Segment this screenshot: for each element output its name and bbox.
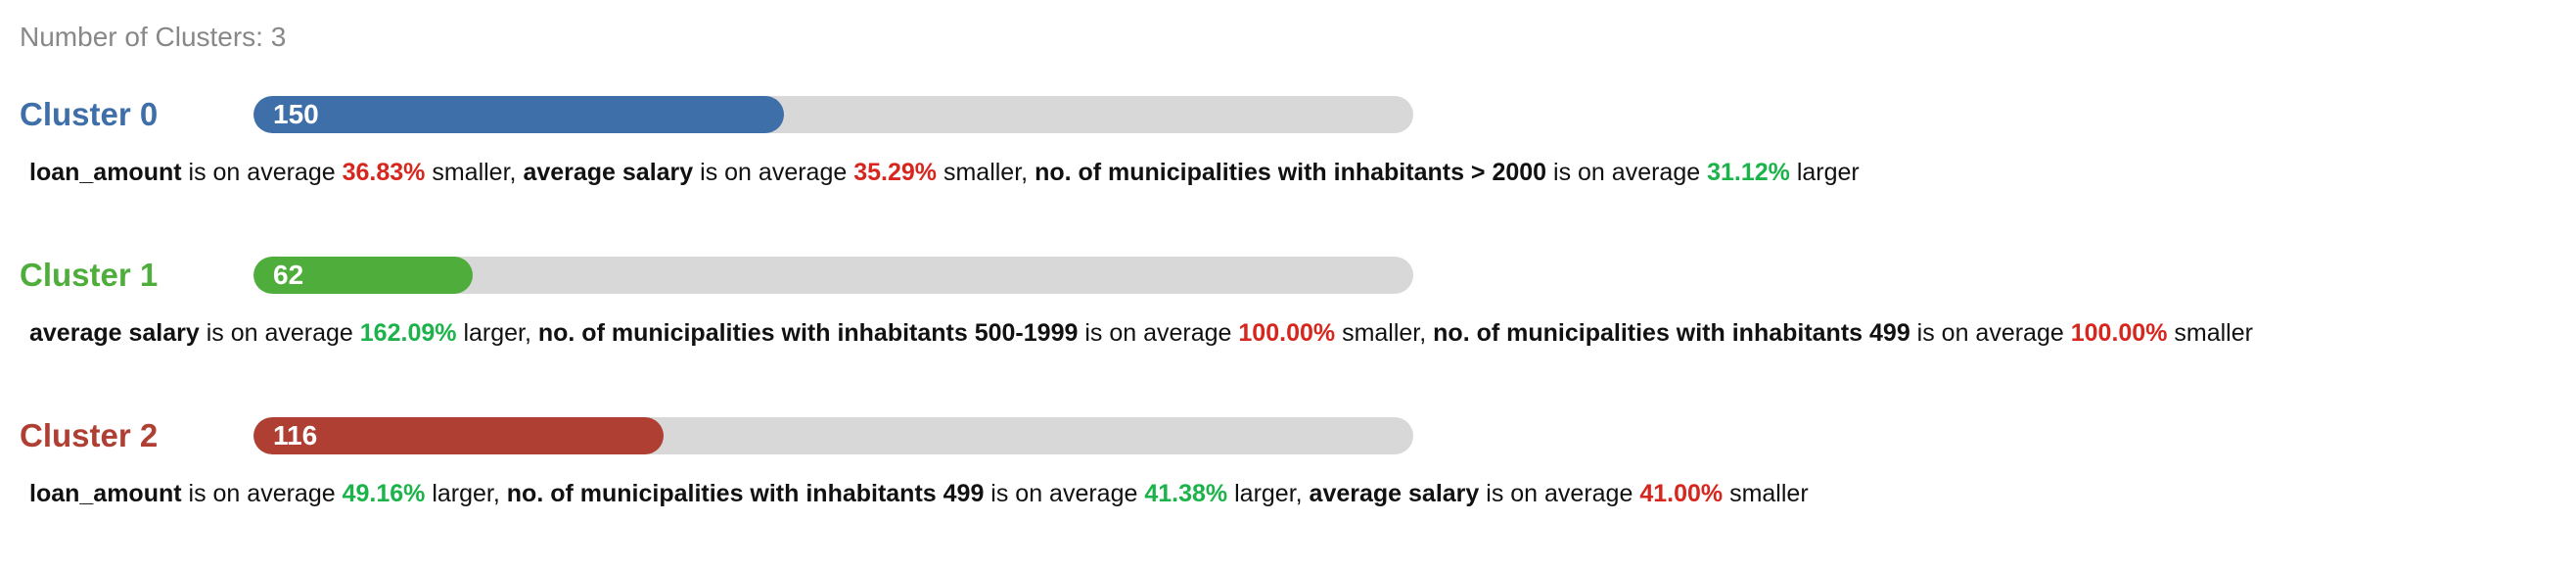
feature-name: loan_amount: [29, 159, 182, 186]
feature-direction: smaller,: [432, 159, 517, 186]
cluster-name: Cluster 2: [20, 417, 159, 453]
cluster-description: loan_amount is on average 49.16% larger,…: [29, 477, 1809, 510]
cluster-name: Cluster 1: [20, 257, 159, 293]
bar: 62: [253, 257, 473, 294]
cluster-count-header: Number of Clusters: 3: [20, 22, 287, 52]
feature-name: no. of municipalities with inhabitants 4…: [506, 480, 985, 507]
feature-direction: larger,: [1234, 480, 1303, 507]
feature-text: is on average: [1486, 480, 1633, 507]
feature-name: average salary: [29, 319, 200, 347]
feature-text: is on average: [188, 480, 336, 507]
feature-direction: smaller,: [1342, 319, 1427, 347]
feature-name: average salary: [523, 159, 694, 186]
bar-label: 116: [273, 420, 318, 451]
feature-name: loan_amount: [29, 480, 182, 507]
feature-name: no. of municipalities with inhabitants >…: [1035, 159, 1547, 186]
feature-text: is on average: [1084, 319, 1232, 347]
feature-name: no. of municipalities with inhabitants 5…: [537, 319, 1079, 347]
feature-percent: 162.09%: [359, 319, 457, 347]
bar: 150: [253, 96, 784, 133]
feature-direction: smaller: [2174, 319, 2253, 347]
bar-label: 150: [273, 99, 319, 129]
bar-track: 62: [253, 257, 1413, 294]
feature-text: is on average: [1553, 159, 1701, 186]
bar-track: 116: [253, 417, 1413, 454]
feature-text: is on average: [700, 159, 848, 186]
feature-text: is on average: [206, 319, 353, 347]
cluster-description: loan_amount is on average 36.83% smaller…: [29, 156, 1860, 189]
feature-percent: 31.12%: [1707, 159, 1790, 186]
feature-direction: larger,: [463, 319, 531, 347]
feature-percent: 100.00%: [2070, 319, 2168, 347]
feature-percent: 36.83%: [342, 159, 426, 186]
cluster-name: Cluster 0: [20, 96, 159, 132]
feature-percent: 35.29%: [853, 159, 938, 186]
cluster-description: average salary is on average 162.09% lar…: [29, 316, 2253, 350]
feature-direction: smaller,: [943, 159, 1029, 186]
feature-text: is on average: [188, 159, 336, 186]
feature-percent: 100.00%: [1238, 319, 1336, 347]
feature-name: average salary: [1309, 480, 1480, 507]
bar-track: 150: [253, 96, 1413, 133]
feature-percent: 49.16%: [342, 480, 426, 507]
feature-direction: larger,: [432, 480, 500, 507]
feature-text: is on average: [1916, 319, 2064, 347]
feature-text: is on average: [990, 480, 1138, 507]
feature-name: no. of municipalities with inhabitants 4…: [1433, 319, 1910, 347]
bar: 116: [253, 417, 665, 454]
bar-label: 62: [273, 260, 304, 290]
feature-percent: 41.38%: [1144, 480, 1228, 507]
feature-direction: smaller: [1729, 480, 1809, 507]
feature-direction: larger: [1796, 159, 1860, 186]
feature-percent: 41.00%: [1639, 480, 1724, 507]
